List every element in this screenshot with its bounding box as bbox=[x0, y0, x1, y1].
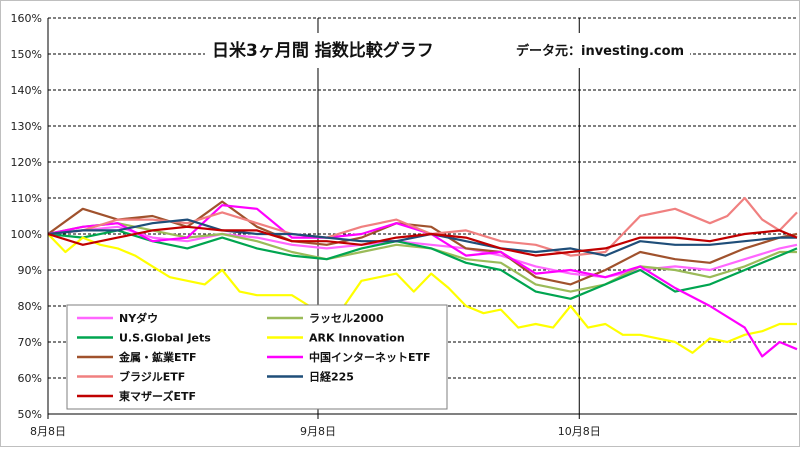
y-tick-label: 120% bbox=[11, 156, 42, 169]
y-tick-label: 70% bbox=[18, 336, 42, 349]
y-tick-label: 130% bbox=[11, 120, 42, 133]
y-tick-label: 60% bbox=[18, 372, 42, 385]
legend-label: NYダウ bbox=[119, 311, 158, 325]
x-tick-label: 8月8日 bbox=[30, 425, 66, 438]
series-line bbox=[47, 225, 798, 257]
y-tick-label: 160% bbox=[11, 12, 42, 25]
legend-label: ラッセル2000 bbox=[309, 312, 384, 325]
series-lines bbox=[47, 196, 798, 358]
y-tick-label: 90% bbox=[18, 264, 42, 277]
x-tick-label: 9月8日 bbox=[300, 425, 336, 438]
series-line bbox=[47, 233, 797, 354]
series-line bbox=[47, 204, 798, 358]
legend-label: 日経225 bbox=[309, 370, 354, 384]
legend-label: ARK Innovation bbox=[309, 332, 405, 345]
chart-subtitle: データ元：investing.com bbox=[516, 43, 684, 59]
legend-label: U.S.Global Jets bbox=[119, 332, 211, 345]
series-line bbox=[47, 229, 798, 300]
legend-label: 東マザーズETF bbox=[119, 389, 196, 403]
series-line bbox=[47, 225, 798, 279]
legend-label: ブラジルETF bbox=[119, 370, 185, 384]
legend: NYダウ ラッセル2000 U.S.Global Jets ARK Innovatio… bbox=[66, 304, 448, 410]
x-tick-label: 10月8日 bbox=[558, 425, 601, 438]
title-box: 日米3ヶ月間 指数比較グラフ データ元：investing.com bbox=[205, 33, 690, 68]
series-line bbox=[47, 200, 798, 286]
legend-box bbox=[66, 304, 448, 410]
legend-label: 中国インターネットETF bbox=[309, 350, 431, 364]
y-tick-label: 100% bbox=[11, 228, 42, 241]
chart-title: 日米3ヶ月間 指数比較グラフ bbox=[212, 40, 434, 61]
y-tick-label: 80% bbox=[18, 300, 42, 313]
legend-label: 金属・鉱業ETF bbox=[118, 350, 197, 364]
y-tick-label: 50% bbox=[18, 408, 42, 421]
y-tick-label: 110% bbox=[11, 192, 42, 205]
series-line bbox=[47, 196, 798, 257]
y-tick-label: 150% bbox=[11, 48, 42, 61]
y-tick-label: 140% bbox=[11, 84, 42, 97]
axes: 50% 60% 70% 80% 90% 100% 110% 120% 130% 140% 150% 1… bbox=[11, 12, 797, 438]
